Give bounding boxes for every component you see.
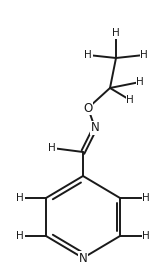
- Text: N: N: [91, 122, 99, 134]
- Text: H: H: [136, 77, 144, 87]
- Text: H: H: [16, 231, 24, 241]
- Text: H: H: [84, 50, 92, 60]
- Text: H: H: [140, 50, 148, 60]
- Text: H: H: [126, 95, 134, 105]
- Text: N: N: [79, 251, 87, 265]
- Text: H: H: [48, 143, 56, 153]
- Text: H: H: [142, 231, 150, 241]
- Text: H: H: [142, 193, 150, 203]
- Text: O: O: [83, 102, 93, 115]
- Text: H: H: [16, 193, 24, 203]
- Text: H: H: [112, 28, 120, 38]
